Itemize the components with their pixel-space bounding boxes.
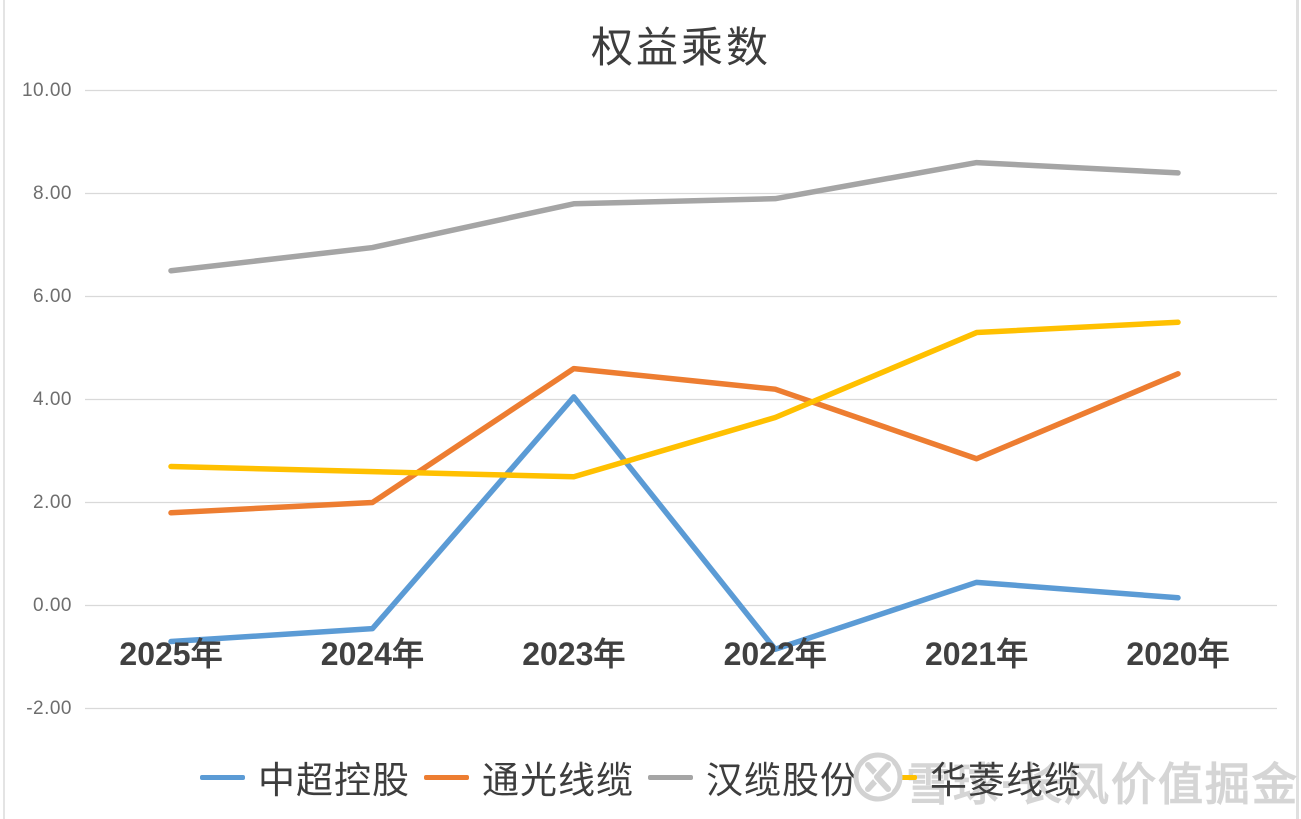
series-line-2	[168, 159, 1181, 274]
page-right-border	[1296, 0, 1299, 819]
legend-item-2: 汉缆股份	[648, 750, 858, 804]
legend-label: 中超控股	[258, 759, 410, 802]
legend-item-3: 华菱线缆	[872, 750, 1082, 804]
y-axis-label: 2.00	[33, 491, 72, 513]
xueqiu-logo-icon	[853, 752, 903, 802]
watermark-text: 雪球·长风价值掘金	[906, 759, 1299, 810]
y-axis-label: 4.00	[33, 388, 72, 410]
y-axis-label: 8.00	[33, 182, 72, 204]
x-axis-label: 2023年	[522, 636, 626, 672]
y-axis-label: -2.00	[26, 697, 72, 719]
page-left-border	[3, 0, 5, 819]
y-axis-label: 6.00	[33, 285, 72, 307]
y-axis-label: 10.00	[21, 79, 72, 101]
x-axis-label: 2022年	[723, 636, 827, 672]
y-axis-label: 0.00	[33, 594, 72, 616]
legend-label: 通光线缆	[482, 759, 634, 802]
legend-label: 华菱线缆	[930, 759, 1082, 802]
series-line-0	[168, 394, 1181, 653]
x-axis-label: 2020年	[1126, 636, 1230, 672]
x-axis-label: 2024年	[320, 636, 424, 672]
series-line-1	[168, 365, 1181, 516]
series-line-3	[168, 319, 1181, 480]
legend-swatch-icon	[200, 774, 245, 780]
legend-item-1: 通光线缆	[424, 750, 634, 804]
legend-swatch-icon	[648, 774, 693, 780]
x-axis-label: 2021年	[924, 636, 1029, 672]
chart-title: 权益乘数	[590, 23, 771, 72]
legend-swatch-icon	[424, 774, 469, 780]
legend-item-0: 中超控股	[200, 750, 410, 804]
legend-label: 汉缆股份	[706, 759, 858, 802]
legend: 中超控股 通光线缆 汉缆股份 华菱线缆	[200, 750, 1082, 804]
x-axis-label: 2025年	[119, 636, 223, 672]
